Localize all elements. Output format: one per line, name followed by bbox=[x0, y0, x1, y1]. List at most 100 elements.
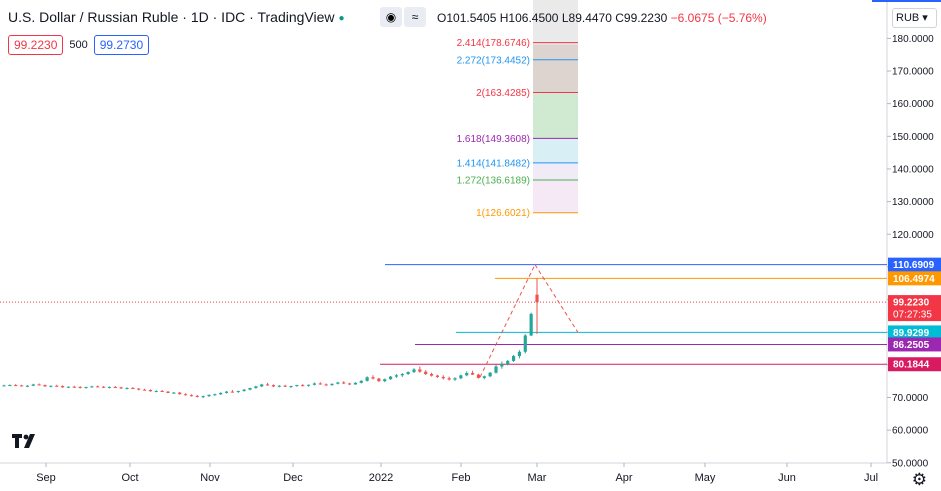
eye-icon[interactable]: ◉ bbox=[380, 7, 402, 27]
y-tick-label: 130.0000 bbox=[892, 197, 934, 208]
candle-body bbox=[306, 384, 311, 386]
price-axis-tag bbox=[888, 357, 941, 372]
candle-body bbox=[465, 373, 469, 376]
fib-zone bbox=[533, 59, 578, 93]
candle-body bbox=[242, 389, 246, 391]
price-axis-tag-label: 89.9299 bbox=[893, 328, 930, 339]
buy-button[interactable]: 99.2730 bbox=[93, 35, 150, 55]
fib-level-label: 2.272(173.4452) bbox=[457, 55, 530, 66]
candle-body bbox=[453, 378, 457, 380]
candle-body bbox=[78, 387, 82, 389]
candle-body bbox=[435, 375, 440, 377]
fib-level-label: 2(163.4285) bbox=[476, 88, 530, 99]
candle-body bbox=[43, 385, 47, 387]
fib-zone bbox=[533, 138, 578, 163]
candle-body bbox=[236, 390, 240, 392]
gear-icon[interactable]: ⚙ bbox=[911, 470, 927, 489]
ohlc-high: 106.4500 bbox=[508, 11, 559, 25]
fib-level-label: 1.414(141.8482) bbox=[457, 158, 530, 169]
candle-body bbox=[96, 386, 100, 388]
candle-body bbox=[523, 335, 527, 352]
y-tick-label: 50.0000 bbox=[892, 458, 929, 469]
y-tick-label: 120.0000 bbox=[892, 230, 934, 241]
x-tick-label: Feb bbox=[452, 472, 471, 484]
candle-body bbox=[137, 388, 141, 390]
pattern-dash-line bbox=[534, 264, 579, 333]
candle-body bbox=[324, 384, 328, 386]
currency-select[interactable]: RUB ▾ bbox=[892, 8, 937, 28]
candle-body bbox=[113, 387, 117, 389]
candle-body bbox=[207, 394, 211, 397]
sell-button[interactable]: 99.2230 bbox=[8, 35, 64, 55]
y-tick-label: 170.0000 bbox=[892, 67, 934, 78]
candle-body bbox=[371, 377, 375, 379]
ohlc-open: 101.5405 bbox=[446, 11, 497, 25]
fib-zone bbox=[533, 162, 578, 180]
price-axis-tag bbox=[888, 295, 941, 322]
price-axis-tag bbox=[888, 271, 941, 286]
candle-body bbox=[400, 373, 404, 376]
y-tick-label: 70.0000 bbox=[892, 393, 929, 404]
y-tick-label: 180.0000 bbox=[892, 34, 934, 45]
x-tick-label: Jul bbox=[864, 472, 878, 484]
candle-body bbox=[66, 386, 71, 388]
candle-body bbox=[383, 379, 387, 382]
candle-body bbox=[377, 378, 381, 382]
candle-body bbox=[535, 294, 539, 303]
candle-body bbox=[330, 383, 334, 386]
fib-zone bbox=[533, 0, 578, 45]
tradingview-logo-icon bbox=[12, 434, 35, 448]
candle-body bbox=[160, 390, 164, 392]
countdown-label: 07:27:35 bbox=[893, 310, 932, 321]
candle-body bbox=[447, 378, 451, 380]
price-axis-tag bbox=[888, 337, 941, 352]
candle-body bbox=[265, 384, 270, 386]
candle-body bbox=[25, 385, 30, 387]
ohlc-readout: O101.5405 H106.4500 L89.4470 C99.2230 −6… bbox=[437, 11, 767, 25]
fib-zone bbox=[533, 179, 578, 213]
candle-body bbox=[60, 386, 65, 388]
candle-body bbox=[529, 313, 533, 336]
candle-body bbox=[429, 373, 434, 376]
fib-level-label: 1.272(136.6189) bbox=[457, 175, 530, 186]
candle-body bbox=[90, 386, 94, 388]
candle-body bbox=[336, 382, 340, 384]
y-tick-label: 140.0000 bbox=[892, 164, 934, 175]
candle-body bbox=[49, 385, 53, 387]
price-axis-tag bbox=[888, 325, 941, 340]
candle-body bbox=[248, 388, 252, 390]
candle-body bbox=[388, 376, 393, 380]
candle-body bbox=[14, 385, 18, 387]
compare-icon[interactable]: ≈ bbox=[404, 7, 426, 27]
price-axis-tag-label: 110.6909 bbox=[893, 260, 935, 271]
candle-body bbox=[406, 372, 410, 374]
candle-body bbox=[119, 387, 123, 389]
candle-body bbox=[31, 384, 35, 386]
candle-body bbox=[312, 383, 317, 385]
fib-level-label: 1.618(149.3608) bbox=[457, 134, 530, 145]
symbol-title[interactable]: U.S. Dollar / Russian Ruble · 1D · IDC ·… bbox=[8, 9, 335, 25]
candle-body bbox=[418, 369, 422, 372]
price-axis-tag-label: 80.1844 bbox=[893, 360, 930, 371]
candle-body bbox=[72, 386, 76, 388]
candle-body bbox=[283, 385, 287, 387]
candle-body bbox=[254, 386, 258, 389]
candle-body bbox=[84, 387, 88, 389]
x-tick-label: Oct bbox=[121, 472, 138, 484]
ohlc-close: 99.2230 bbox=[623, 11, 668, 25]
candle-body bbox=[201, 396, 205, 398]
candle-body bbox=[154, 390, 158, 392]
spread-value: 500 bbox=[69, 39, 88, 51]
candle-body bbox=[219, 392, 223, 395]
candle-body bbox=[394, 375, 399, 377]
candle-body bbox=[37, 384, 41, 386]
candle-body bbox=[459, 375, 463, 379]
candle-body bbox=[101, 386, 106, 388]
candle-body bbox=[506, 360, 510, 365]
chart-header: U.S. Dollar / Russian Ruble · 1D · IDC ·… bbox=[8, 9, 345, 25]
candle-body bbox=[488, 372, 492, 377]
candle-body bbox=[494, 366, 498, 373]
candle-body bbox=[224, 391, 229, 393]
candle-body bbox=[342, 382, 346, 384]
